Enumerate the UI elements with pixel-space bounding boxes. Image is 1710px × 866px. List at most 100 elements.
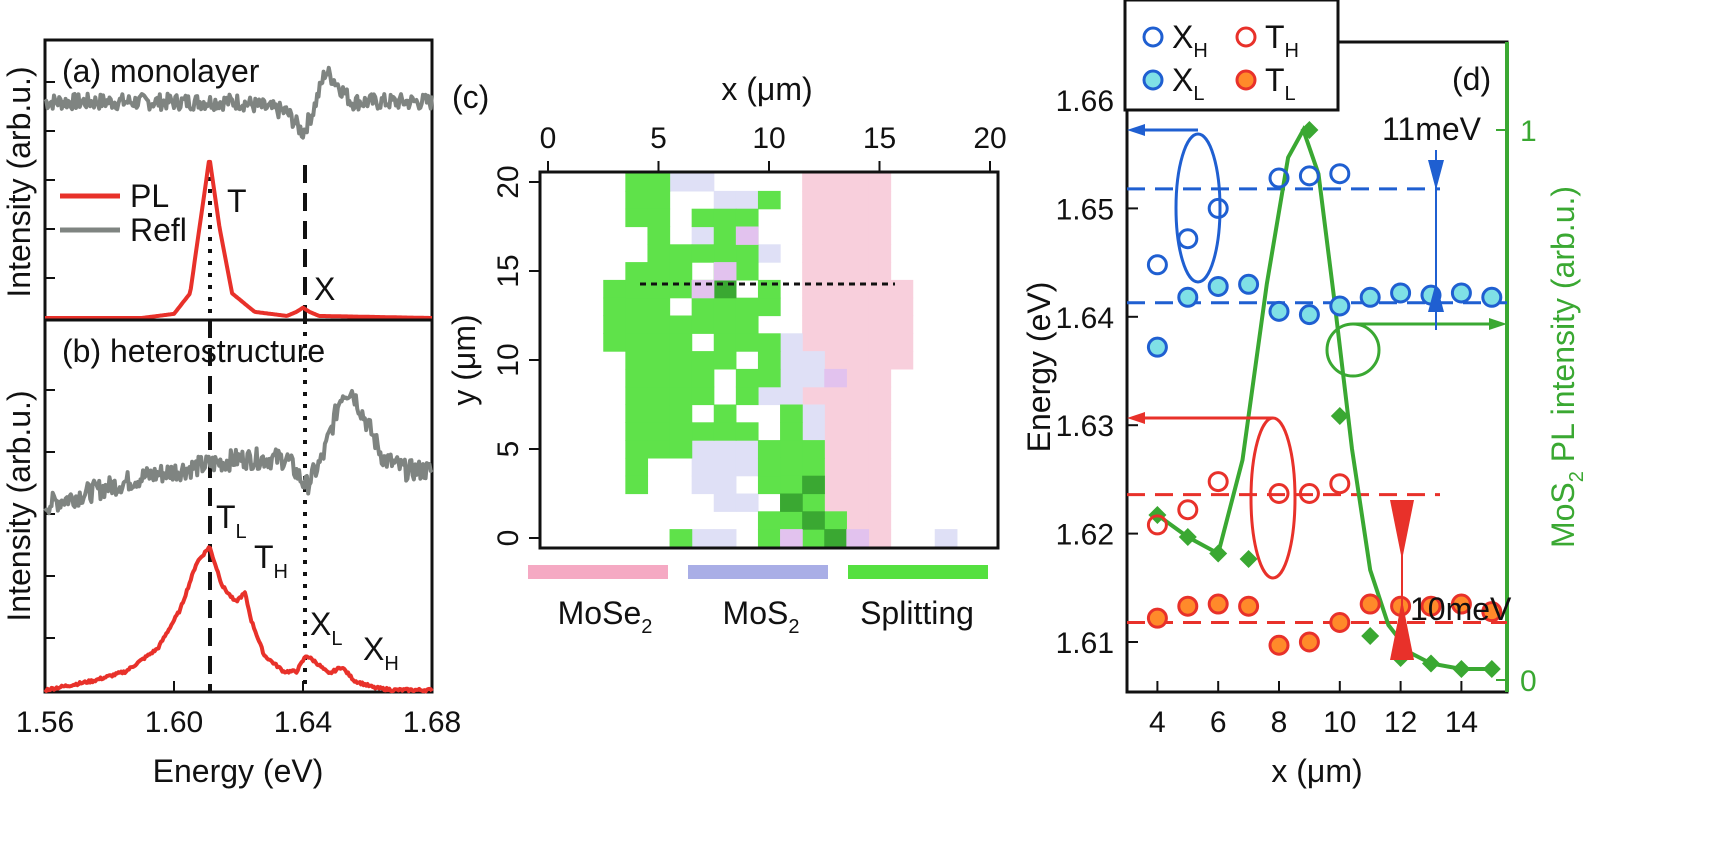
panel-a-title: (a) monolayer bbox=[62, 53, 260, 89]
cell-mos2 bbox=[780, 351, 803, 370]
panel-c-xlabel: x (μm) bbox=[721, 71, 812, 107]
panel-d-legend: XH TH XL TL bbox=[1123, 0, 1340, 112]
panel-b-pl-line bbox=[43, 545, 434, 694]
point-x-h bbox=[1268, 167, 1290, 189]
cell-splitting bbox=[735, 262, 759, 281]
cell-mose2 bbox=[802, 173, 825, 192]
cell-overlap bbox=[713, 262, 737, 281]
point-x-l bbox=[1329, 295, 1351, 317]
cell-splitting bbox=[625, 262, 649, 281]
cell-mose2 bbox=[824, 226, 847, 245]
panel-d-xtick-label: 4 bbox=[1149, 706, 1166, 739]
point-x-l bbox=[1207, 275, 1229, 297]
legend-tl-marker bbox=[1235, 69, 1257, 91]
cell-mose2 bbox=[802, 386, 825, 406]
pl-intensity-point bbox=[1178, 528, 1197, 546]
cell-mose2 bbox=[846, 386, 870, 406]
point-x-l bbox=[1390, 282, 1412, 304]
cell-splitting bbox=[625, 386, 649, 406]
pl-intensity-point bbox=[1452, 660, 1471, 678]
legend-mose2-swatch bbox=[528, 565, 668, 579]
panel-a-pl-line bbox=[44, 159, 433, 320]
heatmap-cells bbox=[603, 173, 958, 548]
panel-c: (c) x (μm) 0 5 10 15 20 0 5 10 15 20 y (μm) MoSe2… bbox=[446, 71, 1007, 638]
label-10mev: 10meV bbox=[1410, 591, 1512, 627]
cell-mose2 bbox=[846, 493, 870, 512]
cell-mose2 bbox=[890, 279, 914, 299]
cell-mose2 bbox=[868, 173, 892, 192]
cell-splitting bbox=[735, 315, 759, 334]
cell-splitting bbox=[625, 368, 649, 388]
cell-mose2 bbox=[868, 529, 892, 548]
cell-splitting bbox=[735, 244, 759, 263]
point-x-h bbox=[1329, 163, 1351, 185]
cell-splitting-strong bbox=[780, 493, 803, 512]
cell-mose2 bbox=[824, 262, 847, 281]
cell-splitting bbox=[757, 529, 781, 548]
cell-mose2 bbox=[890, 351, 914, 370]
cell-mose2 bbox=[824, 475, 847, 495]
cell-splitting bbox=[669, 440, 693, 459]
cell-mose2 bbox=[802, 333, 825, 352]
cell-mose2 bbox=[824, 333, 847, 352]
label-11mev: 11meV bbox=[1382, 111, 1482, 147]
cell-mose2 bbox=[824, 386, 847, 406]
panel-d-xtick-label: 6 bbox=[1210, 706, 1227, 739]
cell-splitting bbox=[691, 422, 715, 441]
panel-a: (a) monolayer PL Refl T X Intensity (arb… bbox=[1, 38, 434, 322]
cell-mose2 bbox=[802, 262, 825, 281]
panel-a-y-ticks bbox=[45, 81, 55, 279]
pl-intensity-point bbox=[1239, 550, 1258, 568]
cell-mos2 bbox=[691, 440, 715, 459]
cell-mose2 bbox=[868, 422, 892, 441]
cell-splitting bbox=[713, 226, 737, 245]
panel-c-xtick-label: 15 bbox=[863, 122, 896, 155]
cell-overlap bbox=[846, 529, 870, 548]
arrow-green-head bbox=[1489, 318, 1507, 330]
panel-b-peak-labels: TL TH XL XH bbox=[216, 499, 399, 675]
cell-splitting bbox=[691, 315, 715, 334]
cell-mose2 bbox=[824, 244, 847, 263]
cell-mos2 bbox=[757, 244, 781, 263]
panel-b-title: (b) heterostructure bbox=[62, 333, 325, 369]
cell-splitting bbox=[735, 368, 759, 388]
cell-mose2 bbox=[846, 173, 870, 192]
cell-mos2 bbox=[735, 190, 759, 210]
point-t-l bbox=[1238, 595, 1260, 617]
cell-splitting bbox=[647, 368, 671, 388]
legend-mose2-label: MoSe2 bbox=[558, 595, 653, 638]
panel-d-y2tick-label: 1 bbox=[1520, 115, 1537, 148]
cell-splitting bbox=[669, 351, 693, 370]
point-x-l bbox=[1298, 304, 1320, 326]
cell-mose2 bbox=[824, 190, 847, 210]
cell-mose2 bbox=[868, 493, 892, 512]
panel-c-ytick-label: 0 bbox=[492, 530, 525, 547]
point-t-h bbox=[1298, 482, 1320, 504]
cell-splitting bbox=[713, 297, 737, 317]
panel-c-ytick-label: 10 bbox=[492, 343, 525, 376]
cell-mose2 bbox=[868, 190, 892, 210]
panel-d: 4 6 8 10 12 14 1.61 1.62 1.63 1.64 1.65 1.66 0 1 11me… bbox=[1021, 0, 1588, 789]
cell-mose2 bbox=[824, 422, 847, 441]
cell-splitting bbox=[647, 315, 671, 334]
cell-overlap bbox=[824, 368, 847, 388]
panel-d-xlabel: x (μm) bbox=[1271, 753, 1362, 789]
cell-splitting bbox=[669, 368, 693, 388]
label-t: T bbox=[227, 183, 247, 219]
cell-splitting bbox=[691, 386, 715, 406]
cell-mos2 bbox=[780, 386, 803, 406]
panel-d-ylabel: Energy (eV) bbox=[1021, 282, 1057, 453]
cell-mos2 bbox=[802, 368, 825, 388]
cell-mose2 bbox=[846, 351, 870, 370]
split-11-head-top bbox=[1428, 160, 1444, 190]
cell-mos2 bbox=[735, 457, 759, 477]
pl-intensity-point bbox=[1330, 407, 1349, 425]
cell-mose2 bbox=[802, 244, 825, 263]
point-x-l bbox=[1268, 300, 1290, 322]
cell-mose2 bbox=[868, 440, 892, 459]
cell-mose2 bbox=[846, 404, 870, 423]
cell-mos2 bbox=[713, 529, 737, 548]
cell-splitting bbox=[735, 297, 759, 317]
cell-mos2 bbox=[691, 173, 715, 192]
cell-splitting bbox=[669, 244, 693, 263]
